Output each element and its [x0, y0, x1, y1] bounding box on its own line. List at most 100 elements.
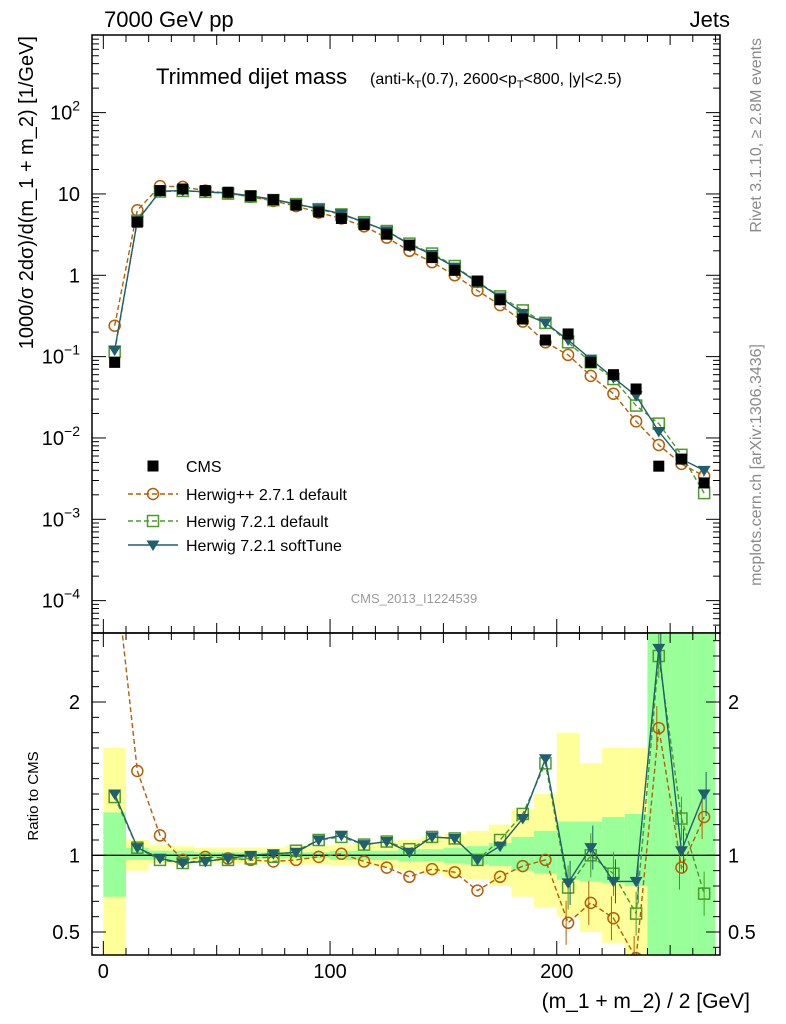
y-tick-label: 10−3 [42, 504, 80, 531]
y-tick-label: 10−4 [42, 586, 80, 613]
point-cms [562, 328, 574, 340]
point-cms [199, 185, 211, 197]
ratio-point-herwig-7-2-1-softtune [198, 856, 212, 868]
ratio-point-herwig-2-7-1-default [312, 850, 325, 864]
ratio-point-herwig-7-2-1-softtune [130, 843, 144, 854]
ratio-point-herwig-2-7-1-default [516, 859, 530, 873]
point-herwig-7-2-1-softtune [652, 427, 666, 438]
point-cms [222, 186, 234, 198]
ratio-y-tick-label-left: 2 [69, 692, 80, 714]
band-stat-uncertainty [103, 812, 127, 897]
ratio-bands [103, 633, 716, 955]
point-cms [313, 206, 325, 218]
ratio-point-herwig-7-2-1-softtune [629, 876, 643, 888]
ratio-point-herwig-2-7-1-default [448, 865, 461, 879]
point-cms [517, 313, 529, 325]
ratio-point-herwig-7-2-1-softtune [312, 835, 326, 846]
main-panel: 10−4 10−3 10−2 10−1 1 10 102 [42, 34, 721, 634]
ratio-point-herwig-7-2-1-softtune [425, 832, 439, 843]
legend-label-herwig-7-2-1-default: Herwig 7.2.1 default [186, 514, 329, 531]
point-herwig-2-7-1-default [607, 387, 620, 400]
ratio-point-herwig-7-2-1-softtune [108, 789, 122, 800]
point-herwig-2-7-1-default [131, 204, 144, 217]
ratio-point-herwig-7-2-1-softtune [289, 847, 303, 859]
ratio-point-herwig-7-2-1-softtune [153, 853, 167, 865]
header-energy: 7000 GeV pp [104, 7, 234, 32]
point-herwig-7-2-1-softtune [697, 465, 711, 477]
ratio-point-herwig-2-7-1-default [335, 847, 348, 861]
legend-marker-herwig-2-7-1-default [146, 487, 160, 501]
ratio-y-tick-label-right: 1 [728, 845, 739, 867]
ratio-point-herwig-2-7-1-default [561, 916, 575, 930]
analysis-id: CMS_2013_I1224539 [351, 591, 478, 606]
chart-subtitle: (anti-kT(0.7), 2600<pT<800, |y|<2.5) [370, 71, 622, 91]
point-cms [267, 194, 279, 206]
ratio-point-herwig-7-2-1-default [629, 907, 643, 920]
ratio-point-herwig-2-7-1-default [630, 951, 642, 955]
band-stat-uncertainty [647, 633, 671, 955]
point-herwig-2-7-1-default [629, 415, 643, 428]
band-stat-uncertainty [511, 836, 535, 871]
point-herwig-2-7-1-default [561, 348, 575, 362]
ratio-series-layer [108, 633, 711, 955]
ratio-point-herwig-7-2-1-softtune [402, 847, 416, 859]
ratio-point-herwig-7-2-1-softtune [380, 837, 394, 848]
x-tick-label: 100 [313, 961, 346, 983]
legend-label-herwig-2-7-1-default: Herwig++ 2.7.1 default [186, 487, 348, 504]
ratio-point-herwig-2-7-1-default [539, 853, 552, 867]
ratio-point-herwig-2-7-1-default [471, 884, 484, 897]
point-cms [245, 190, 257, 202]
y-tick-label: 10 [58, 184, 80, 206]
ratio-point-herwig-2-7-1-default [584, 896, 598, 910]
ratio-point-herwig-2-7-1-default [697, 810, 711, 824]
point-cms [585, 356, 597, 368]
ratio-point-herwig-7-2-1-softtune [266, 849, 280, 860]
y-tick-label: 10−1 [42, 342, 80, 369]
chart-title: Trimmed dijet mass [156, 64, 347, 89]
ratio-point-herwig-7-2-1-softtune [334, 830, 348, 842]
point-cms [607, 369, 619, 381]
point-cms [471, 275, 483, 287]
y-tick-label: 102 [50, 98, 80, 125]
ratio-point-herwig-7-2-1-softtune [584, 843, 598, 854]
point-cms [109, 356, 121, 368]
point-cms [154, 185, 166, 197]
ratio-point-herwig-7-2-1-softtune [652, 643, 666, 655]
ratio-point-herwig-7-2-1-softtune [516, 814, 530, 825]
point-cms [539, 334, 551, 346]
band-stat-uncertainty [602, 817, 625, 883]
x-axis-title: (m_1 + m_2) / 2 [GeV] [542, 990, 750, 1013]
ratio-point-herwig-2-7-1-default [425, 862, 439, 876]
point-cms [403, 239, 415, 251]
point-cms [449, 264, 461, 276]
legend-marker-herwig-7-2-1-softtune [146, 540, 160, 551]
x-tick-label: 0 [98, 961, 109, 983]
ratio-y-tick-label-right: 2 [728, 692, 739, 714]
ratio-point-herwig-7-2-1-softtune [606, 876, 620, 888]
ratio-point-herwig-7-2-1-softtune [493, 841, 507, 853]
band-stat-uncertainty [556, 821, 580, 880]
ratio-y-tick-label-right: 0.5 [728, 922, 756, 944]
ratio-point-herwig-2-7-1-default [403, 870, 416, 884]
point-herwig-7-2-1-softtune [108, 345, 122, 357]
band-stat-uncertainty [670, 633, 693, 955]
point-cms [630, 383, 642, 395]
point-cms [653, 460, 665, 472]
series-line-herwig-7-2-1-softtune [113, 189, 705, 471]
legend-marker-cms [147, 460, 159, 472]
ratio-point-herwig-2-7-1-default [153, 829, 167, 842]
legend-label-cms: CMS [186, 459, 222, 476]
legend-marker-herwig-7-2-1-default [146, 514, 160, 528]
ratio-point-herwig-2-7-1-default [652, 721, 666, 735]
ratio-y-tick-label-left: 0.5 [52, 922, 80, 944]
ratio-y-tick-label-left: 1 [69, 845, 80, 867]
ratio-point-herwig-7-2-1-default [697, 887, 711, 900]
series-line-herwig-7-2-1-default [113, 190, 705, 494]
point-cms [426, 252, 438, 264]
legend-label-herwig-7-2-1-softtune: Herwig 7.2.1 softTune [186, 538, 342, 555]
point-cms [358, 219, 370, 231]
ratio-point-herwig-2-7-1-default [380, 861, 393, 874]
ratio-point-herwig-7-2-1-softtune [221, 853, 235, 865]
ratio-point-herwig-7-2-1-softtune [538, 754, 552, 765]
series-line-herwig-2-7-1-default [113, 185, 705, 477]
